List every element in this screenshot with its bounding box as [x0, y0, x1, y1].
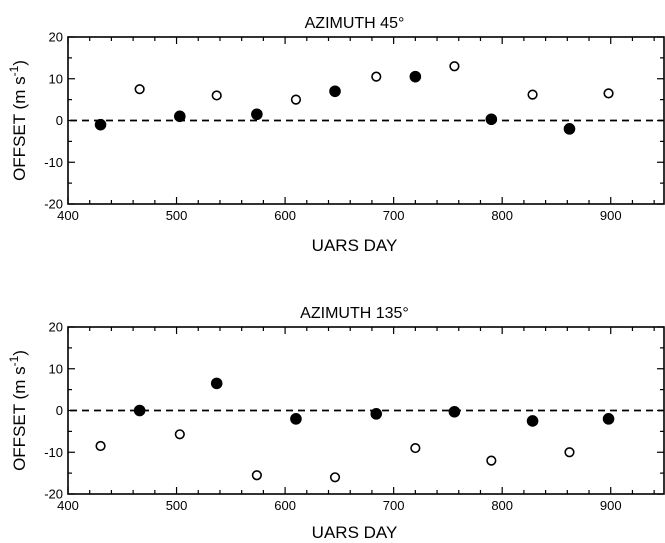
y-tick-label: -10 — [44, 155, 63, 170]
open-data-point — [329, 472, 341, 483]
filled-data-point — [526, 415, 539, 427]
x-tick-label: 600 — [274, 498, 296, 513]
y-tick-label: -20 — [44, 487, 63, 502]
y-axis-label-main: OFFSET (m s — [10, 366, 29, 471]
x-tick-label: 600 — [274, 208, 296, 223]
x-tick-label: 900 — [600, 208, 622, 223]
chart-panel-1: AZIMUTH 45° 400 500 600 700 800 900 -20 -10 0 10 20… — [7, 15, 665, 255]
y-tick-label: 10 — [49, 361, 63, 376]
chart-title: AZIMUTH 135° — [300, 305, 409, 322]
y-axis-label: OFFSET (m s-1) — [7, 350, 29, 471]
x-tick-label: 700 — [383, 498, 405, 513]
open-data-point — [95, 440, 106, 452]
filled-data-point — [485, 113, 498, 126]
y-tick-label: 0 — [56, 403, 63, 418]
y-tick-label: 20 — [49, 30, 63, 45]
open-data-point — [290, 94, 302, 105]
filled-data-point — [329, 85, 341, 98]
open-data-point — [486, 455, 497, 466]
x-tick-label: 500 — [166, 498, 188, 513]
x-tick-label: 700 — [383, 208, 405, 223]
filled-data-point — [602, 413, 615, 425]
open-data-point — [371, 71, 382, 82]
y-axis-label-close: ) — [10, 350, 29, 356]
filled-data-point — [174, 110, 186, 123]
x-axis-label: UARS DAY — [312, 236, 398, 255]
filled-data-point — [563, 123, 576, 135]
filled-data-point — [448, 405, 461, 418]
y-tick-label: -20 — [44, 197, 63, 212]
x-tick-label: 500 — [166, 208, 188, 223]
x-tick-label: 800 — [491, 208, 513, 223]
open-data-point — [564, 447, 575, 458]
y-axis-label-main: OFFSET (m s — [10, 76, 29, 181]
open-data-point — [174, 429, 185, 440]
y-tick-label: -10 — [44, 445, 63, 460]
y-axis-label-superscript: -1 — [7, 355, 21, 366]
y-tick-label: 20 — [49, 320, 63, 335]
chart-title: AZIMUTH 45° — [305, 15, 405, 32]
open-data-point — [449, 61, 460, 72]
open-data-point — [251, 470, 262, 481]
y-tick-label: 10 — [49, 71, 63, 86]
open-data-point — [134, 84, 145, 95]
filled-data-point — [409, 70, 422, 83]
filled-data-point — [290, 413, 302, 425]
y-axis-label: OFFSET (m s-1) — [7, 60, 29, 181]
chart-panel-2: AZIMUTH 135° 400 500 600 700 800 900 -20 -10 0 10 2… — [7, 305, 665, 542]
open-data-point — [410, 442, 421, 454]
filled-data-point — [133, 404, 146, 417]
y-tick-label: 0 — [56, 113, 63, 128]
x-tick-label: 900 — [600, 498, 622, 513]
open-data-point — [527, 89, 538, 100]
open-data-point — [603, 88, 614, 99]
y-axis-label-close: ) — [10, 60, 29, 66]
filled-data-point — [370, 408, 383, 420]
x-tick-label: 800 — [491, 498, 513, 513]
filled-data-point — [251, 108, 263, 121]
filled-data-point — [94, 118, 107, 131]
y-axis-label-superscript: -1 — [7, 65, 21, 76]
x-tick-label: 400 — [57, 208, 79, 223]
filled-data-point — [210, 377, 223, 390]
open-data-point — [211, 90, 222, 101]
x-axis-label: UARS DAY — [312, 523, 398, 542]
x-tick-label: 400 — [57, 498, 79, 513]
